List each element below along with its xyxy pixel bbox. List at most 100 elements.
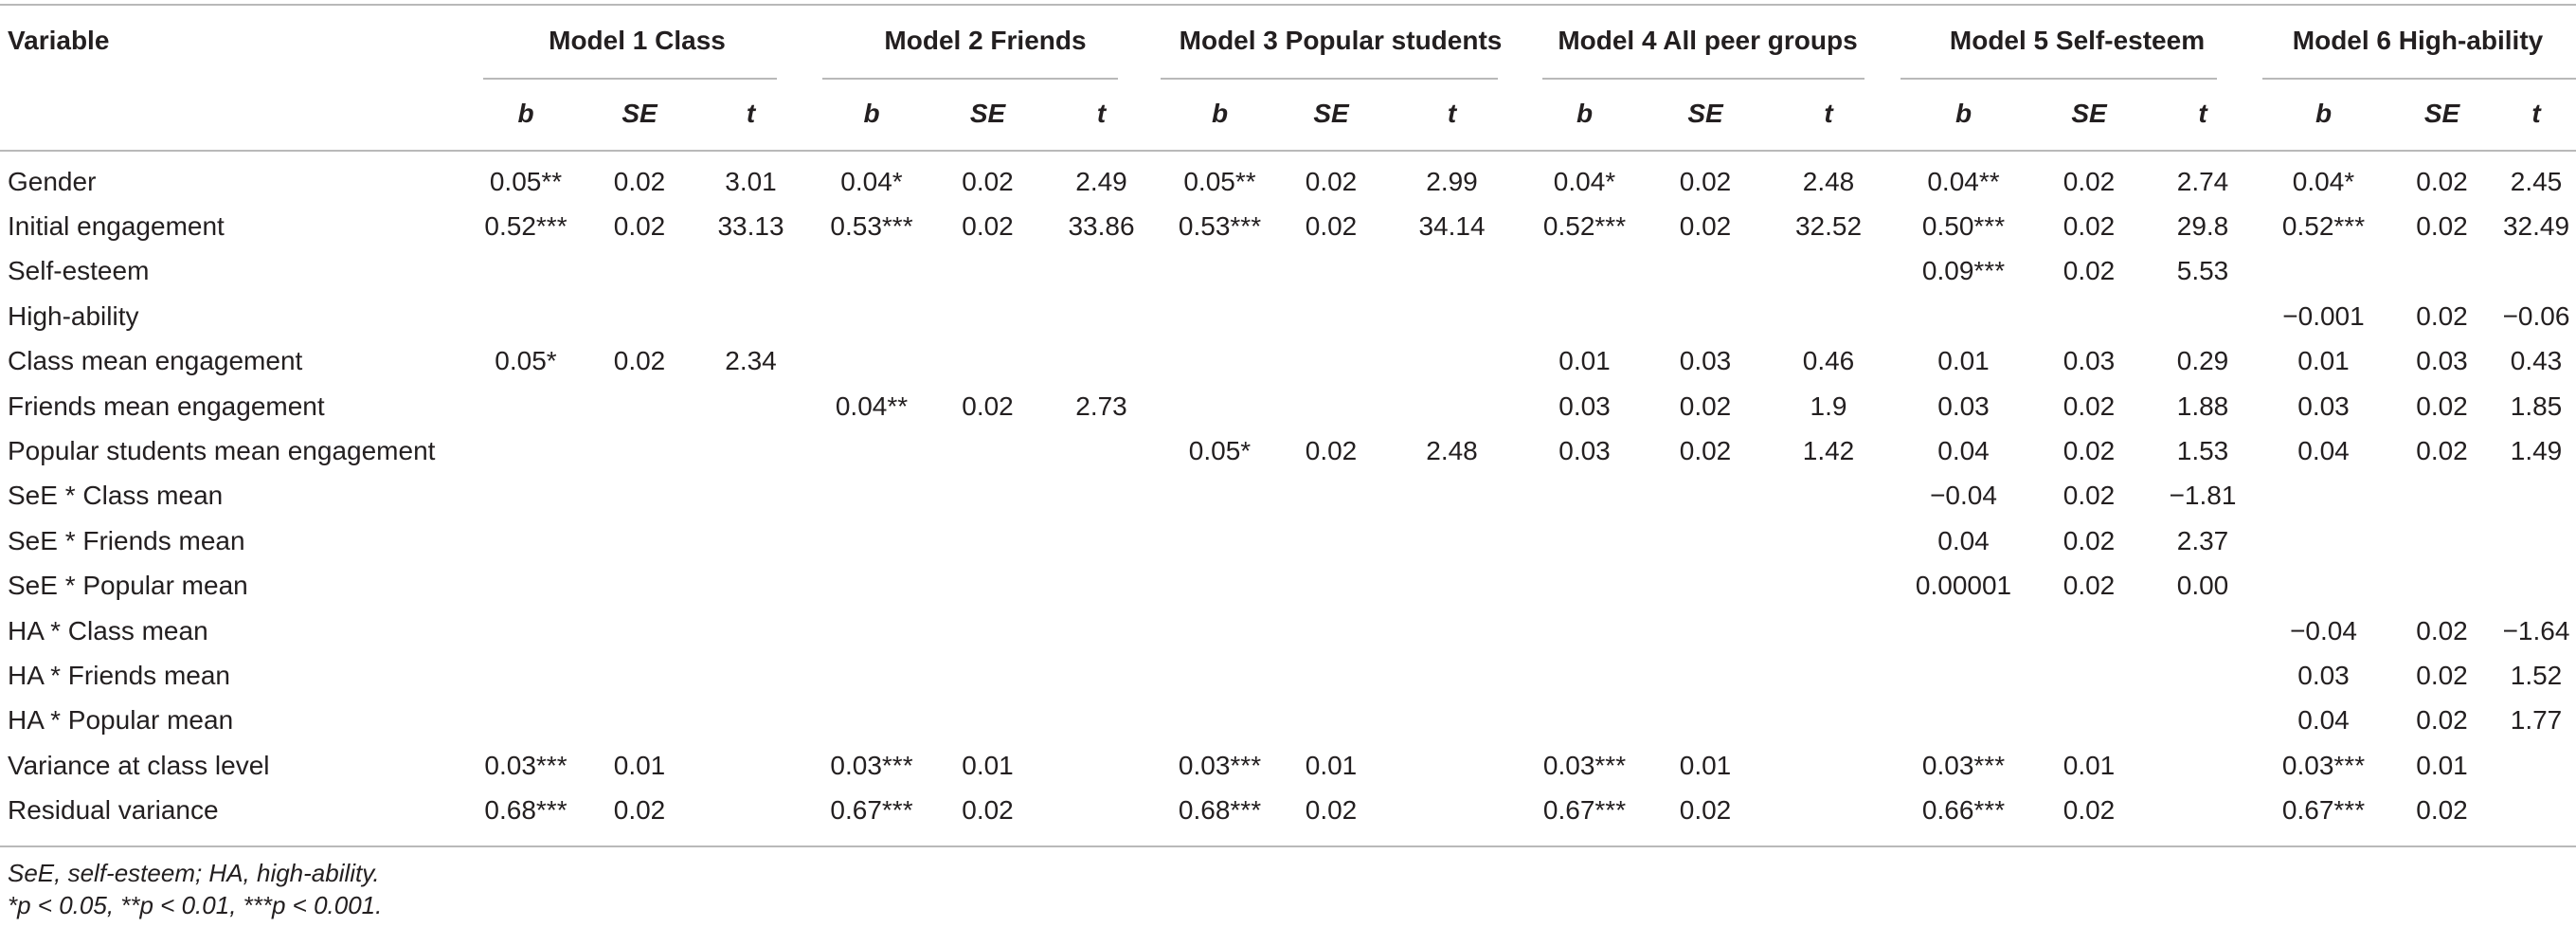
table-cell	[1042, 339, 1161, 384]
table-cell	[2146, 788, 2260, 832]
row-label: SeE * Popular mean	[8, 571, 248, 601]
table-cell	[1648, 699, 1762, 743]
row-label: SeE * Friends mean	[8, 525, 245, 555]
table-cell: 0.03	[1558, 436, 1611, 466]
top-rule	[0, 4, 2576, 6]
row-label: Residual variance	[8, 795, 219, 826]
table-cell: 0.52***	[484, 211, 567, 242]
model-5-se-header: SE	[2071, 99, 2107, 128]
table-cell	[1042, 653, 1161, 698]
model-4-header: Model 4 All peer groups	[1558, 26, 1858, 55]
table-cell: 0.04	[1937, 525, 1990, 555]
table-cell	[1161, 699, 1279, 743]
model-2-t-header: t	[1096, 99, 1107, 128]
table-cell	[810, 294, 933, 338]
table-cell: −0.04	[2290, 615, 2357, 645]
table-cell	[2496, 518, 2576, 563]
table-cell	[1042, 474, 1161, 518]
table-cell	[1279, 653, 1383, 698]
table-cell: 0.04**	[1927, 166, 2000, 196]
table-cell	[2496, 249, 2576, 294]
table-cell: 34.14	[1418, 211, 1486, 242]
table-cell: 0.03	[2063, 346, 2116, 376]
table-cell	[1762, 249, 1895, 294]
model-5-header: Model 5 Self-esteem	[1949, 26, 2206, 55]
table-cell: 0.03***	[2281, 750, 2366, 780]
table-cell: 32.49	[2502, 211, 2570, 242]
table-cell	[1648, 249, 1762, 294]
table-cell: 0.02	[2063, 571, 2116, 601]
table-cell	[933, 564, 1042, 609]
table-cell	[810, 339, 933, 384]
table-cell	[1161, 294, 1279, 338]
model-1-underline	[483, 78, 777, 80]
table-cell: 0.01	[1679, 750, 1732, 780]
table-cell: 0.02	[1305, 211, 1358, 242]
table-cell	[810, 518, 933, 563]
table-cell	[1042, 788, 1161, 832]
table-cell	[1762, 653, 1895, 698]
table-cell: −0.06	[2502, 300, 2570, 331]
table-cell	[587, 428, 692, 473]
table-cell: 3.01	[725, 166, 777, 196]
table-cell: 0.05*	[495, 346, 557, 376]
table-cell: 0.02	[1305, 166, 1358, 196]
model-6-header: Model 6 High-ability	[2292, 26, 2544, 55]
table-cell	[1279, 474, 1383, 518]
table-cell	[692, 518, 810, 563]
table-cell	[587, 249, 692, 294]
table-cell: 0.03	[1558, 391, 1611, 421]
table-cell: 1.42	[1802, 436, 1855, 466]
table-cell: 0.03	[2297, 391, 2350, 421]
table-row: SeE * Popular mean 0.00001 0.02 0.00	[0, 564, 2576, 609]
table-row: SeE * Friends mean 0.04 0.02 2.37	[0, 518, 2576, 563]
model-2-se-header: SE	[969, 99, 1006, 128]
table-cell	[1161, 609, 1279, 653]
table-cell: 0.02	[613, 166, 666, 196]
table-cell	[2260, 474, 2387, 518]
model-6-se-header: SE	[2423, 99, 2460, 128]
model-1-se-header: SE	[621, 99, 658, 128]
table-cell: 0.03***	[1921, 750, 2006, 780]
table-row: HA * Popular mean 0.04 0.02 1.77	[0, 699, 2576, 743]
table-cell	[1521, 474, 1648, 518]
table-cell: 0.52***	[1542, 211, 1627, 242]
table-cell	[464, 428, 587, 473]
table-cell	[1279, 564, 1383, 609]
table-cell: 0.02	[2416, 166, 2468, 196]
table-cell	[1762, 788, 1895, 832]
table-cell: 0.53***	[830, 211, 913, 242]
table-cell: 0.02	[613, 211, 666, 242]
table-cell	[2387, 518, 2496, 563]
table-cell: 0.09***	[1921, 256, 2006, 286]
row-label: HA * Class mean	[8, 615, 208, 645]
table-cell	[692, 743, 810, 788]
table-cell	[1161, 249, 1279, 294]
table-cell	[464, 249, 587, 294]
table-cell: 0.02	[613, 795, 666, 826]
table-cell	[587, 609, 692, 653]
row-label: Friends mean engagement	[8, 391, 325, 421]
table-cell	[2260, 518, 2387, 563]
table-cell: −1.64	[2502, 615, 2570, 645]
table-cell: 0.53***	[1178, 211, 1262, 242]
table-cell: 0.04	[1937, 436, 1990, 466]
table-cell: 0.02	[962, 166, 1014, 196]
table-cell: 0.01	[2063, 750, 2116, 780]
table-cell	[1161, 653, 1279, 698]
model-1-b-header: b	[517, 99, 534, 128]
table-cell	[587, 384, 692, 428]
table-cell: 0.01	[1305, 750, 1358, 780]
table-cell	[810, 474, 933, 518]
table-cell: 0.02	[2416, 391, 2468, 421]
table-cell: 33.86	[1068, 211, 1135, 242]
model-header-row: Variable Model 1 Class Model 2 Friends M…	[0, 4, 2576, 78]
table-cell	[587, 518, 692, 563]
table-cell	[2032, 294, 2146, 338]
table-cell	[1042, 564, 1161, 609]
table-cell	[692, 428, 810, 473]
table-cell: 0.02	[1679, 436, 1732, 466]
table-cell	[1279, 518, 1383, 563]
table-cell: 0.02	[2416, 795, 2468, 826]
model-3-t-header: t	[1447, 99, 1457, 128]
